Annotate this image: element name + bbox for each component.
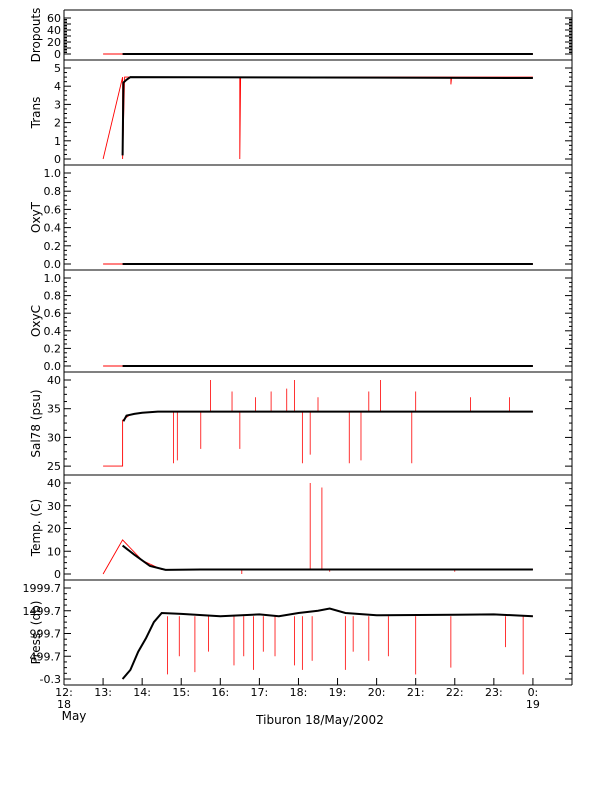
y-tick-label: 25 [47,460,61,473]
x-tick-label: 21: [407,686,425,699]
y-tick-label: 0.8 [44,185,62,198]
y-tick-label: 20 [47,523,61,536]
y-tick-label: 5 [54,62,61,75]
x-tick-label: 0: [528,686,539,699]
x-tick-label: 16: [211,686,229,699]
panel-oxyt: 0.0 0.2 0.4 0.6 0.8 1.0 OxyT [29,165,573,271]
x-tick-sublabel: 18 [57,698,71,711]
y-tick-label: 40 [47,24,61,37]
panels-group: 0204060Dropouts012345Trans0.00.20.40.60.… [23,8,573,686]
y-tick-label: 0 [54,568,61,581]
y-tick-label: 0 [54,48,61,61]
y-tick-label: 60 [47,12,61,25]
y-tick-label: 30 [47,431,61,444]
x-axis-title: Tiburon 18/May/2002 [255,713,384,727]
y-tick-label: 20 [47,36,61,49]
raw-series-line [122,608,533,680]
x-tick-label: 12: [55,686,73,699]
x-tick-label: 13: [94,686,112,699]
x-tick-label: 17: [251,686,269,699]
y-tick-label: 1.0 [44,167,62,180]
data-series-line [121,76,533,156]
y-tick-label: 0.4 [44,222,62,235]
y-tick-label: 0 [54,153,61,166]
y-tick-label: 40 [47,374,61,387]
y-tick-label: 1999.7 [23,582,62,595]
y-tick-label: 999.7 [30,628,62,641]
x-tick-sublabel: 19 [526,698,540,711]
panel-temp: 0 10 20 30 40 Temp. (C) [29,475,573,581]
panel-oxyc: 0.0 0.2 0.4 0.6 0.8 1.0 OxyC [29,270,573,373]
y-tick-label: 0.6 [44,307,62,320]
x-month-label: May [62,709,87,723]
y-axis-title: Temp. (C) [29,499,43,557]
y-tick-label: 0.0 [44,258,62,271]
y-tick-label: 499.7 [30,650,62,663]
y-tick-label: 0.2 [44,342,62,355]
y-axis-title: Press. (db) [29,601,43,665]
x-tick-label: 19: [329,686,347,699]
y-tick-label: 1 [54,135,61,148]
panel-sal78: 25 30 35 40 Sal78 (psu) [29,372,573,476]
y-tick-label: 10 [47,545,61,558]
x-tick-label: 18: [290,686,308,699]
y-tick-label: -0.3 [40,673,61,686]
y-tick-label: 4 [54,80,61,93]
x-tick-label: 14: [133,686,151,699]
data-series-line [121,607,533,680]
y-axis-title: OxyC [29,305,43,337]
x-tick-label: 15: [172,686,190,699]
y-tick-label: 40 [47,477,61,490]
y-axis-title: OxyT [29,201,43,233]
x-tick-label: 22: [446,686,464,699]
panel-trans: 0 1 2 3 4 5 Trans [29,60,573,166]
y-axis-title: Trans [29,97,43,130]
y-axis-title: Dropouts [29,8,43,63]
panel-press: -0.3 499.7 999.7 1499.7 1999.7 Press. (db) [23,580,573,686]
y-tick-label: 1.0 [44,272,62,285]
y-tick-label: 0.6 [44,203,62,216]
x-axis: 12:18 13: 14: 15: 16: 17: 18: 19: 20: 21: 22: 23: 0:… [55,678,540,723]
y-tick-label: 30 [47,500,61,513]
y-tick-label: 3 [54,98,61,111]
raw-series-line [103,411,533,467]
y-tick-label: 0.8 [44,290,62,303]
y-tick-label: 0.0 [44,360,62,373]
x-tick-label: 23: [485,686,503,699]
y-tick-label: 2 [54,117,61,130]
y-tick-label: 0.4 [44,325,62,338]
data-series-line [122,410,533,422]
y-tick-label: 0.2 [44,240,62,253]
data-series-line [121,544,533,571]
y-axis-title: Sal78 (psu) [29,389,43,457]
y-tick-label: 35 [47,403,61,416]
y-tick-label: 1499.7 [23,605,62,618]
x-tick-label: 20: [368,686,386,699]
raw-series-line [102,76,533,160]
